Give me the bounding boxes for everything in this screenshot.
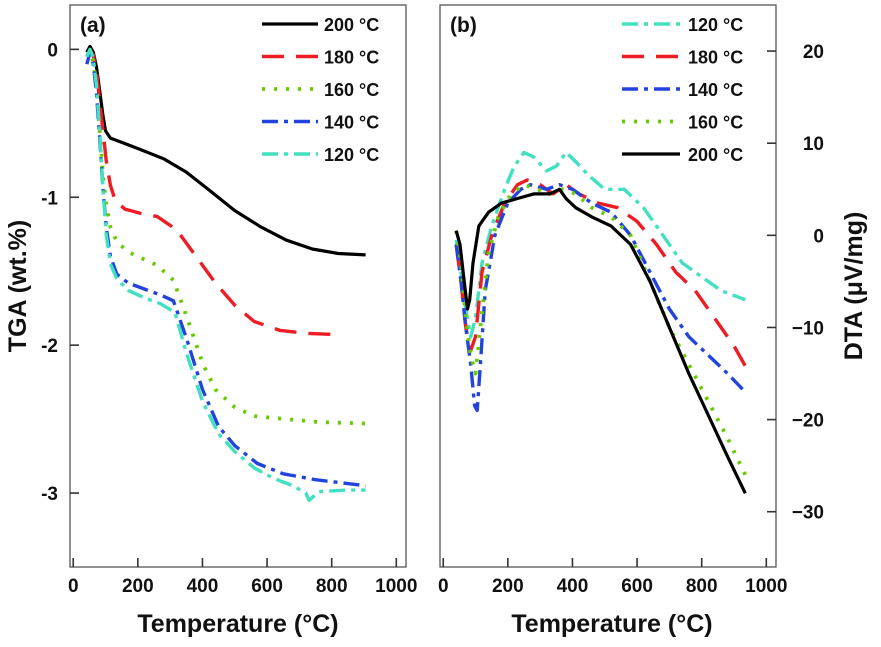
panel-a-y-axis-label: TGA (wt.%) [4, 220, 32, 352]
panel-b: (b) 0 200 400 600 800 1000 20 10 0 −10 −20 −30 120 … [438, 4, 868, 638]
panel-b-legend-label: 160 °C [688, 113, 743, 133]
panel-a-y-tick-label: 0 [47, 40, 58, 61]
panel-b-y-tick-label: 10 [803, 134, 824, 155]
panel-a-x-tick-label: 600 [251, 576, 283, 597]
panel-a-x-tick-label: 400 [187, 576, 219, 597]
panel-b-x-tick-label: 400 [557, 576, 589, 597]
panel-b-x-tick-label: 800 [686, 576, 718, 597]
panel-a: (a) 0 200 400 600 800 1000 0 -1 -2 -3 200 °C 180 °… [4, 4, 417, 638]
panel-b-y-tick-label: −30 [792, 503, 824, 524]
panel-b-y-tick-label: 0 [813, 226, 824, 247]
panel-b-legend-label: 120 °C [688, 15, 743, 35]
panel-a-x-tick-label: 800 [316, 576, 348, 597]
panel-b-label: (b) [450, 14, 477, 37]
panel-a-y-tick-label: -2 [41, 336, 58, 357]
panel-b-y-tick-label: −10 [792, 318, 824, 339]
panel-a-x-axis-label: Temperature (°C) [137, 610, 338, 638]
panel-a-legend-label: 120 °C [324, 145, 379, 165]
panel-a-legend-label: 140 °C [324, 113, 379, 133]
panel-b-x-tick-label: 1000 [745, 576, 787, 597]
panel-b-legend: 120 °C 180 °C 140 °C 160 °C 200 °C [622, 15, 743, 165]
panel-a-label: (a) [80, 14, 106, 37]
panel-b-legend-label: 180 °C [688, 48, 743, 68]
panel-b-y-tick-label: 20 [803, 42, 824, 63]
panel-a-legend-label: 200 °C [324, 15, 379, 35]
panel-b-legend-label: 140 °C [688, 80, 743, 100]
panel-b-legend-label: 200 °C [688, 145, 743, 165]
panel-a-frame [69, 4, 407, 568]
panel-a-legend-label: 160 °C [324, 80, 379, 100]
panel-a-series-160c [85, 50, 366, 426]
panel-b-series-120c [454, 150, 746, 339]
panel-b-x-tick-label: 200 [492, 576, 524, 597]
panel-a-y-tick-label: -3 [41, 484, 58, 505]
panel-a-x-tick-label: 200 [122, 576, 154, 597]
panel-b-series-200c [454, 187, 747, 494]
panel-a-x-tick-label: 1000 [375, 576, 417, 597]
panel-b-y-axis-label: DTA (μV/mg) [840, 212, 868, 361]
panel-a-legend-label: 180 °C [324, 48, 379, 68]
panel-b-x-tick-label: 0 [438, 576, 449, 597]
panel-b-series-140c [454, 183, 747, 413]
panel-b-series-160c [454, 182, 748, 476]
panel-b-x-tick-label: 600 [621, 576, 653, 597]
panel-a-series-200c [85, 44, 366, 257]
panel-a-series-120c [85, 47, 366, 503]
panel-a-x-tick-label: 0 [68, 576, 79, 597]
panel-a-legend: 200 °C 180 °C 160 °C 140 °C 120 °C [262, 15, 379, 165]
panel-a-y-tick-label: -1 [41, 188, 58, 209]
panel-b-y-tick-label: −20 [792, 411, 824, 432]
panel-b-x-axis-label: Temperature (°C) [511, 610, 712, 638]
panel-b-frame [439, 4, 777, 568]
